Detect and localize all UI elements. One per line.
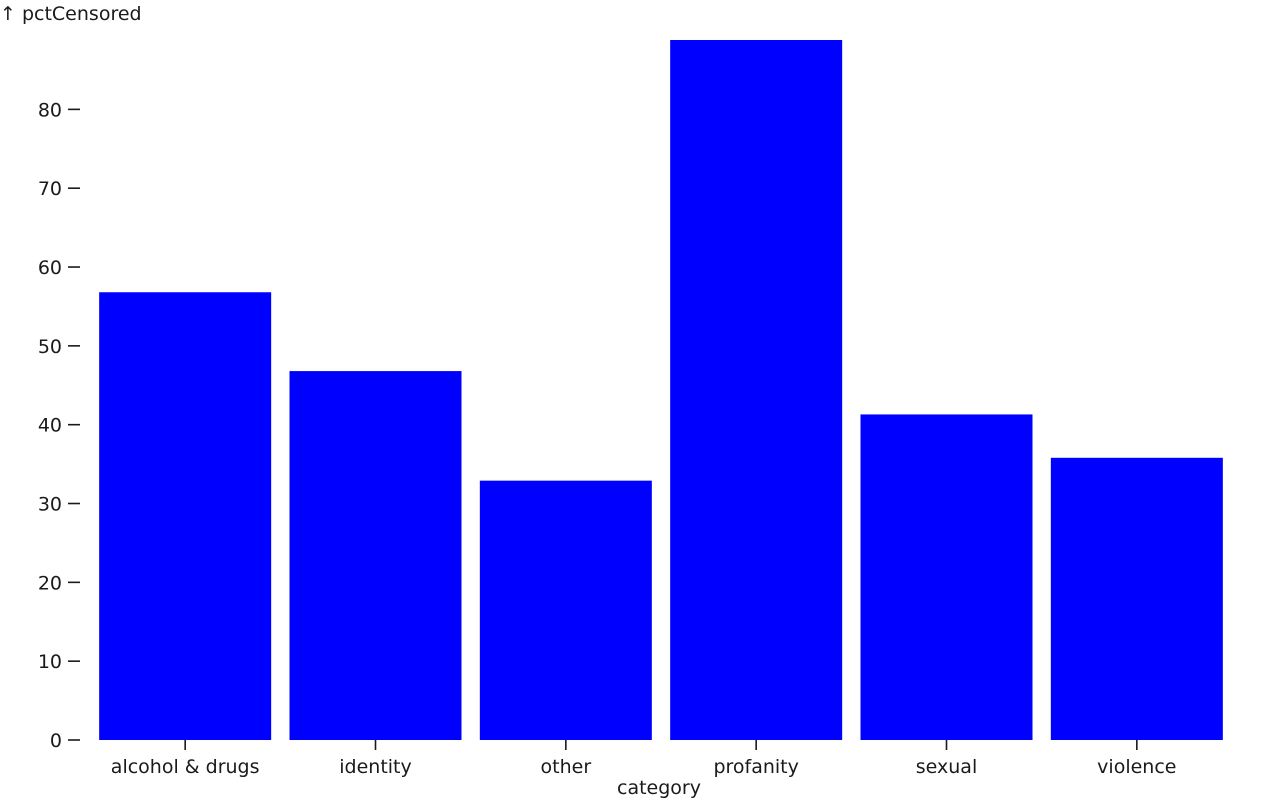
x-axis-label: category [617, 777, 701, 799]
y-tick-label: 60 [38, 257, 62, 279]
y-tick-label: 30 [38, 494, 62, 516]
y-axis-label: ↑ pctCensored [0, 3, 142, 25]
x-tick-label: profanity [713, 756, 798, 778]
x-tick-label: alcohol & drugs [111, 756, 260, 778]
y-tick-label: 40 [38, 415, 62, 437]
x-tick-label: other [541, 756, 592, 778]
y-tick-label: 80 [38, 99, 62, 121]
y-tick-label: 0 [50, 730, 62, 752]
y-axis: 0 10 20 30 40 50 60 70 80 [38, 99, 80, 752]
y-tick-label: 10 [38, 651, 62, 673]
y-tick-label: 50 [38, 336, 62, 358]
y-tick-label: 70 [38, 178, 62, 200]
bar-sexual [860, 414, 1033, 740]
x-tick-label: sexual [916, 756, 977, 778]
x-tick-label: identity [339, 756, 412, 778]
bar-other [479, 480, 652, 740]
x-axis: alcohol & drugs identity other profanity sex… [111, 740, 1176, 778]
y-tick-label: 20 [38, 572, 62, 594]
bar-profanity [670, 40, 843, 740]
bar-alcohol-drugs [99, 292, 272, 740]
x-tick-label: violence [1097, 756, 1176, 778]
bar-violence [1050, 457, 1223, 740]
bar-identity [289, 371, 462, 740]
bars-group [99, 40, 1223, 740]
